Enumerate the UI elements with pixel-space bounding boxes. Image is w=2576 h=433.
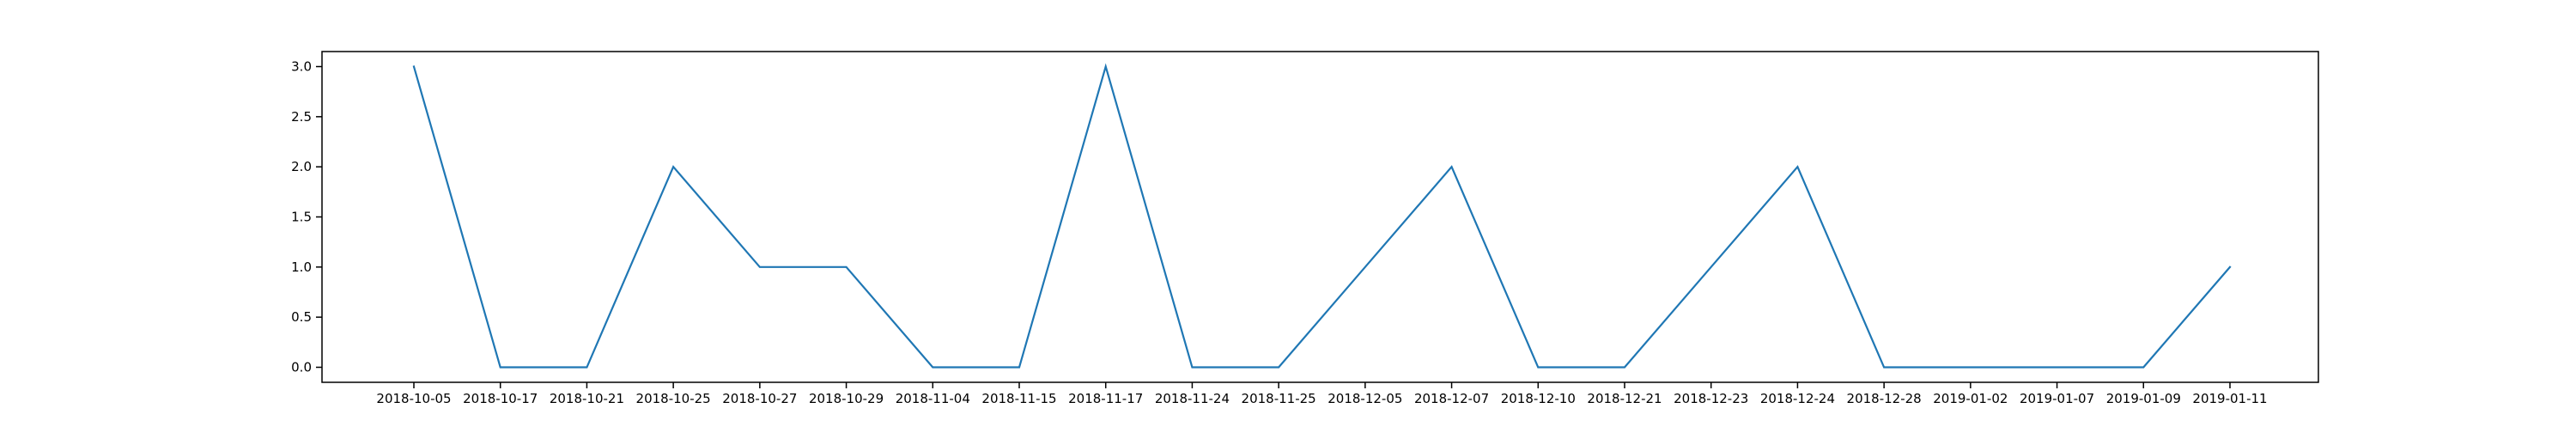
x-tick-label: 2018-11-17 bbox=[1068, 391, 1143, 406]
x-tick-label: 2018-10-21 bbox=[550, 391, 624, 406]
x-tick-label: 2018-11-15 bbox=[981, 391, 1056, 406]
x-tick-label: 2018-11-25 bbox=[1242, 391, 1316, 406]
x-tick-label: 2019-01-11 bbox=[2192, 391, 2267, 406]
x-tick-label: 2018-11-04 bbox=[896, 391, 970, 406]
y-axis: 0.0 0.5 1.0 1.5 2.0 2.5 3.0 bbox=[291, 59, 322, 375]
series-line bbox=[412, 63, 2232, 369]
x-tick-label: 2018-11-24 bbox=[1155, 391, 1230, 406]
x-tick-label: 2018-10-17 bbox=[463, 391, 538, 406]
y-tick-label: 2.5 bbox=[291, 109, 312, 125]
x-tick-label: 2018-12-23 bbox=[1674, 391, 1748, 406]
x-tick-label: 2018-12-10 bbox=[1501, 391, 1576, 406]
plot-area bbox=[322, 52, 2318, 382]
series-layer bbox=[412, 63, 2232, 369]
x-axis: 2018-10-05 2018-10-17 2018-10-21 2018-10-25… bbox=[376, 382, 2268, 406]
y-tick-label: 1.5 bbox=[291, 210, 312, 225]
y-tick-label: 3.0 bbox=[291, 59, 312, 75]
x-tick-label: 2019-01-07 bbox=[2020, 391, 2094, 406]
x-tick-label: 2018-12-21 bbox=[1587, 391, 1662, 406]
x-tick-label: 2018-12-05 bbox=[1327, 391, 1402, 406]
x-tick-label: 2018-12-28 bbox=[1847, 391, 1922, 406]
x-tick-label: 2018-10-27 bbox=[722, 391, 797, 406]
x-tick-label: 2018-12-24 bbox=[1760, 391, 1835, 406]
y-tick-label: 0.5 bbox=[291, 309, 312, 325]
plot-frame bbox=[321, 51, 2319, 383]
x-tick-label: 2018-10-05 bbox=[376, 391, 451, 406]
x-tick-label: 2018-10-29 bbox=[809, 391, 884, 406]
x-tick-label: 2019-01-09 bbox=[2106, 391, 2181, 406]
y-tick-label: 2.0 bbox=[291, 159, 312, 174]
x-tick-label: 2018-10-25 bbox=[636, 391, 711, 406]
y-tick-label: 1.0 bbox=[291, 259, 312, 275]
x-tick-label: 2019-01-02 bbox=[1933, 391, 2008, 406]
y-tick-label: 0.0 bbox=[291, 360, 312, 375]
x-tick-label: 2018-12-07 bbox=[1414, 391, 1489, 406]
